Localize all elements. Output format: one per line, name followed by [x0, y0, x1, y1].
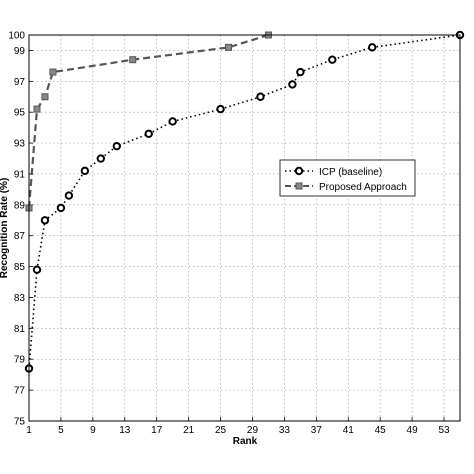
- grid-lines: [29, 35, 460, 421]
- data-point-icp: [216, 104, 225, 114]
- y-tick-label: 95: [14, 108, 26, 119]
- x-tick-label: 29: [247, 425, 259, 436]
- data-point-proposed: [49, 68, 57, 76]
- y-tick-label: 97: [14, 77, 26, 88]
- data-point-proposed: [41, 93, 49, 101]
- legend-marker-icp: [294, 166, 304, 176]
- series-line-2: [27, 33, 269, 208]
- y-tick-label: 75: [14, 417, 26, 428]
- y-tick-label: 79: [14, 355, 26, 366]
- x-tick-label: 21: [183, 425, 195, 436]
- data-point-proposed: [129, 56, 137, 64]
- data-point-icp: [328, 55, 337, 64]
- x-axis-label: Rank: [233, 436, 258, 447]
- data-point-icp: [96, 154, 106, 163]
- y-tick-label: 89: [14, 200, 26, 211]
- data-point-icp: [112, 141, 121, 151]
- y-axis-label: Recognition Rate (%): [0, 178, 10, 279]
- data-point-proposed: [225, 43, 233, 51]
- data-point-icp: [168, 117, 177, 126]
- legend-marker-proposed: [295, 182, 303, 190]
- legend-label-proposed: Proposed Approach: [319, 182, 407, 193]
- data-point-icp: [256, 92, 265, 101]
- x-tick-label: 53: [438, 425, 450, 436]
- x-tick-label: 49: [407, 425, 419, 436]
- axis-ticks: 1 5 9 13 17 21 25 29 33 37 41 45 49 53 75 77 79 81 83 85 87 8…: [8, 31, 450, 437]
- x-tick-label: 5: [58, 425, 64, 436]
- plot-frame: [28, 34, 461, 422]
- x-tick-label: 33: [279, 425, 291, 436]
- x-tick-label: 25: [215, 425, 227, 436]
- y-tick-label: 93: [14, 139, 26, 150]
- x-tick-label: 1: [26, 425, 32, 436]
- x-tick-label: 13: [119, 425, 131, 436]
- y-tick-label: 81: [14, 324, 26, 335]
- y-tick-label: 99: [14, 46, 26, 57]
- series-line-1: [28, 34, 461, 369]
- y-tick-label: 83: [14, 293, 26, 304]
- data-point-icp: [368, 43, 377, 52]
- data-point-icp: [40, 216, 50, 225]
- x-tick-label: 17: [151, 425, 163, 436]
- x-tick-label: 9: [90, 425, 96, 436]
- data-point-icp: [56, 203, 66, 213]
- data-point-proposed: [33, 105, 41, 113]
- y-tick-label: 85: [14, 262, 26, 273]
- data-point-icp: [144, 129, 153, 139]
- x-tick-label: 41: [343, 425, 355, 436]
- x-tick-label: 45: [375, 425, 387, 436]
- data-point-icp: [64, 191, 74, 200]
- series-layer: [24, 30, 465, 373]
- y-tick-label: 87: [14, 231, 26, 242]
- data-point-icp: [80, 166, 90, 176]
- y-tick-label: 77: [14, 386, 26, 397]
- data-point-icp: [32, 265, 42, 274]
- x-tick-label: 37: [311, 425, 323, 436]
- y-tick-label: 91: [14, 169, 26, 180]
- legend: ICP (baseline) Proposed Approach: [279, 159, 416, 197]
- legend-label-icp: ICP (baseline): [319, 167, 382, 178]
- legend-box: [279, 159, 416, 197]
- y-tick-label: 100: [8, 31, 25, 42]
- data-point-icp: [288, 80, 297, 89]
- data-point-icp: [296, 67, 305, 77]
